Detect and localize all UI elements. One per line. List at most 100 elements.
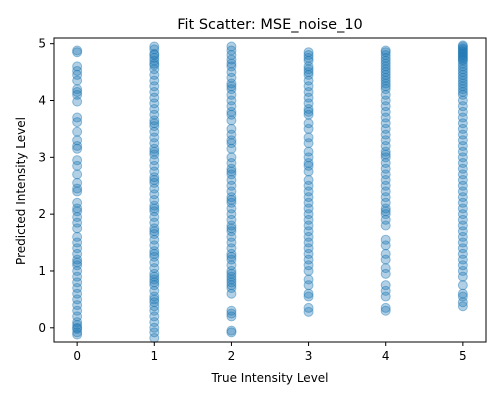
data-point bbox=[149, 75, 160, 86]
data-point bbox=[72, 186, 83, 197]
x-tick-label: 0 bbox=[73, 349, 81, 363]
data-point bbox=[149, 69, 160, 80]
data-point bbox=[149, 194, 160, 205]
data-point bbox=[149, 41, 160, 52]
data-point bbox=[149, 92, 160, 103]
data-point bbox=[72, 305, 83, 316]
data-point bbox=[72, 86, 83, 97]
data-point bbox=[303, 248, 314, 259]
y-axis-label: Predicted Intensity Level bbox=[14, 117, 28, 265]
data-point bbox=[149, 277, 160, 288]
data-point bbox=[226, 283, 237, 294]
data-point bbox=[226, 237, 237, 248]
data-point bbox=[380, 75, 391, 86]
data-point bbox=[72, 89, 83, 100]
data-point bbox=[226, 280, 237, 291]
data-point bbox=[457, 180, 468, 191]
data-point bbox=[226, 84, 237, 95]
data-point bbox=[72, 260, 83, 271]
data-point bbox=[149, 175, 160, 186]
data-point bbox=[72, 319, 83, 330]
data-point bbox=[226, 214, 237, 225]
data-point bbox=[303, 64, 314, 75]
data-point bbox=[457, 55, 468, 66]
data-point bbox=[149, 189, 160, 200]
data-point bbox=[226, 54, 237, 65]
data-point bbox=[303, 92, 314, 103]
x-axis-ticks: 0 1 2 3 4 5 bbox=[73, 342, 467, 363]
data-point bbox=[226, 277, 237, 288]
data-point bbox=[380, 149, 391, 160]
data-point bbox=[380, 186, 391, 197]
data-point bbox=[149, 48, 160, 59]
data-point bbox=[380, 152, 391, 163]
data-point bbox=[303, 265, 314, 276]
data-point bbox=[457, 248, 468, 259]
data-point bbox=[380, 175, 391, 186]
data-point bbox=[457, 129, 468, 140]
data-point bbox=[226, 166, 237, 177]
data-point bbox=[303, 86, 314, 97]
data-point bbox=[303, 104, 314, 115]
data-point bbox=[380, 69, 391, 80]
data-point bbox=[303, 203, 314, 214]
data-point bbox=[380, 129, 391, 140]
data-point bbox=[380, 285, 391, 296]
data-point bbox=[72, 300, 83, 311]
data-point bbox=[457, 140, 468, 151]
data-point bbox=[457, 265, 468, 276]
data-point bbox=[303, 226, 314, 237]
data-point bbox=[380, 220, 391, 231]
data-point bbox=[226, 175, 237, 186]
data-point bbox=[303, 180, 314, 191]
data-point bbox=[457, 50, 468, 61]
data-point bbox=[457, 89, 468, 100]
data-point bbox=[72, 237, 83, 248]
data-point bbox=[380, 209, 391, 220]
data-point bbox=[457, 46, 468, 57]
data-point bbox=[149, 200, 160, 211]
data-point bbox=[380, 106, 391, 117]
data-point bbox=[72, 323, 83, 334]
data-point bbox=[380, 89, 391, 100]
data-point bbox=[380, 234, 391, 245]
data-point bbox=[149, 172, 160, 183]
data-point bbox=[226, 67, 237, 78]
data-point bbox=[226, 197, 237, 208]
data-point bbox=[226, 89, 237, 100]
y-tick-label: 1 bbox=[38, 264, 46, 278]
data-point bbox=[303, 166, 314, 177]
data-point bbox=[380, 158, 391, 169]
data-point bbox=[226, 271, 237, 282]
data-point bbox=[149, 118, 160, 129]
data-point bbox=[457, 44, 468, 55]
data-point bbox=[457, 54, 468, 65]
data-point bbox=[72, 206, 83, 217]
data-point bbox=[303, 109, 314, 120]
x-tick-label: 3 bbox=[305, 349, 313, 363]
data-point bbox=[380, 45, 391, 56]
data-point bbox=[457, 106, 468, 117]
data-point bbox=[226, 274, 237, 285]
data-point bbox=[457, 214, 468, 225]
data-point bbox=[149, 234, 160, 245]
x-tick-label: 5 bbox=[459, 349, 467, 363]
data-point bbox=[226, 226, 237, 237]
data-point bbox=[303, 231, 314, 242]
data-point bbox=[226, 158, 237, 169]
data-point bbox=[380, 280, 391, 291]
data-point bbox=[303, 274, 314, 285]
data-point bbox=[457, 40, 468, 51]
data-point bbox=[303, 243, 314, 254]
data-point bbox=[72, 317, 83, 328]
data-point bbox=[303, 186, 314, 197]
data-point bbox=[149, 305, 160, 316]
data-point bbox=[303, 98, 314, 109]
data-point bbox=[303, 67, 314, 78]
y-tick-label: 5 bbox=[38, 37, 46, 51]
data-point bbox=[226, 109, 237, 120]
data-point bbox=[226, 231, 237, 242]
data-point bbox=[226, 251, 237, 262]
data-point bbox=[226, 186, 237, 197]
